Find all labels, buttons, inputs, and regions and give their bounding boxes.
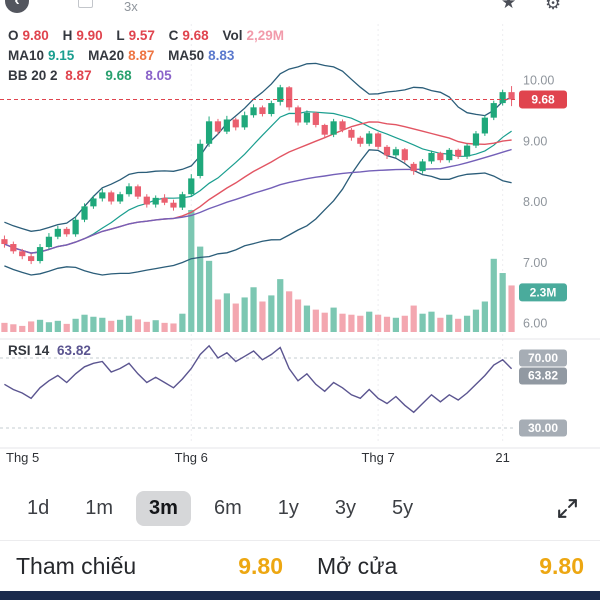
open-label: Mở cửa xyxy=(317,553,398,579)
bottom-nav-bar[interactable] xyxy=(0,591,600,600)
zoom-level-label: 3x xyxy=(124,0,138,14)
timeframe-button-1d[interactable]: 1d xyxy=(14,491,62,526)
reference-label: Tham chiếu xyxy=(16,553,137,579)
expand-icon[interactable] xyxy=(555,496,580,521)
svg-text:2.3M: 2.3M xyxy=(530,285,557,299)
timeframe-buttons: 1d 1m 3m 6m 1y 3y 5y xyxy=(14,490,555,526)
reference-pair: Tham chiếu 9.80 xyxy=(16,553,283,580)
open-price-value: 9.80 xyxy=(539,553,584,579)
topbar: ‹ 3x ★ ⚙ xyxy=(0,0,600,18)
timeframe-row: 1d 1m 3m 6m 1y 3y 5y xyxy=(0,480,600,536)
timeframe-button-5y[interactable]: 5y xyxy=(379,491,426,526)
svg-text:Thg 5: Thg 5 xyxy=(6,450,39,465)
timeframe-button-6m[interactable]: 6m xyxy=(201,491,255,526)
frame-icon[interactable] xyxy=(78,0,93,8)
timeframe-button-3m[interactable]: 3m xyxy=(136,490,191,526)
back-icon[interactable]: ‹ xyxy=(5,0,29,13)
gear-icon[interactable]: ⚙ xyxy=(545,0,562,13)
svg-text:9.68: 9.68 xyxy=(531,92,555,106)
svg-text:21: 21 xyxy=(495,450,509,465)
svg-text:7.00: 7.00 xyxy=(523,256,547,270)
timeframe-button-3y[interactable]: 3y xyxy=(322,491,369,526)
svg-text:10.00: 10.00 xyxy=(523,74,554,88)
svg-text:6.00: 6.00 xyxy=(523,317,547,331)
svg-text:63.82: 63.82 xyxy=(528,369,558,383)
svg-text:30.00: 30.00 xyxy=(528,421,558,435)
timeframe-button-1y[interactable]: 1y xyxy=(265,491,312,526)
star-icon[interactable]: ★ xyxy=(501,0,517,12)
svg-text:9.00: 9.00 xyxy=(523,134,547,148)
back-icon-glyph: ‹ xyxy=(14,0,20,9)
chart-svg[interactable]: 10.00 9.00 8.00 7.00 6.00 9.68 2.3M 70.00 30.00 6… xyxy=(0,0,600,470)
price-info-row: Tham chiếu 9.80 Mở cửa 9.80 xyxy=(0,540,600,592)
timeframe-button-1m[interactable]: 1m xyxy=(72,491,126,526)
svg-text:70.00: 70.00 xyxy=(528,351,558,365)
svg-text:8.00: 8.00 xyxy=(523,195,547,209)
open-pair: Mở cửa 9.80 xyxy=(317,553,584,580)
svg-text:Thg 7: Thg 7 xyxy=(361,450,394,465)
reference-value: 9.80 xyxy=(238,553,283,579)
svg-text:Thg 6: Thg 6 xyxy=(175,450,208,465)
chart-area[interactable]: 10.00 9.00 8.00 7.00 6.00 9.68 2.3M 70.00 30.00 6… xyxy=(0,0,600,470)
